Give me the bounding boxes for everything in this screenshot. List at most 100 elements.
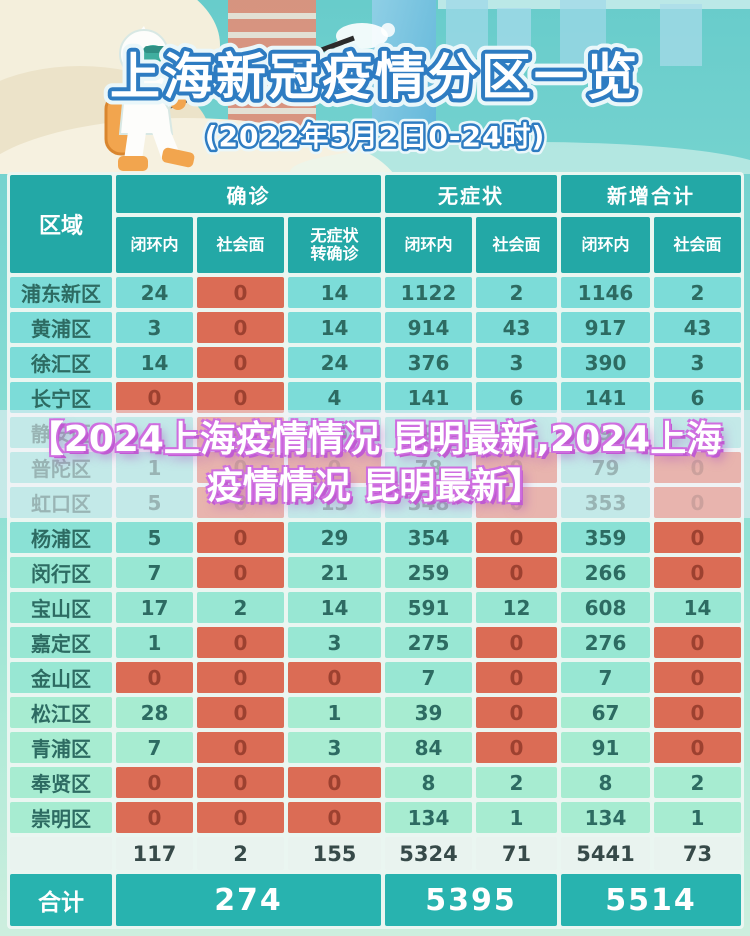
value-cell: 1122 — [385, 277, 472, 308]
value-cell: 914 — [385, 312, 472, 343]
building-silhouette — [560, 0, 606, 72]
value-cell: 376 — [385, 347, 472, 378]
value-cell: 7 — [561, 662, 650, 693]
value-cell: 3 — [654, 347, 741, 378]
value-cell: 0 — [476, 522, 557, 553]
value-cell: 141 — [561, 382, 650, 413]
value-cell: 1 — [116, 627, 193, 658]
value-cell: 0 — [654, 557, 741, 588]
value-cell: 0 — [654, 627, 741, 658]
subtotal-value-cell: 2 — [197, 837, 284, 870]
value-cell: 259 — [385, 557, 472, 588]
epidemic-table: 区域 确诊 无症状 新增合计 闭环内 社会面 无症状 转确诊 闭环内 社会面 闭环内 社会面 浦东新区… — [7, 172, 744, 929]
value-cell: 134 — [561, 802, 650, 833]
subtotal-value-cell: 5441 — [561, 837, 650, 870]
value-cell: 1 — [476, 802, 557, 833]
total-value-cell: 5395 — [385, 874, 557, 926]
value-cell: 4 — [288, 382, 381, 413]
value-cell: 359 — [561, 522, 650, 553]
value-cell: 0 — [654, 662, 741, 693]
value-cell: 0 — [476, 662, 557, 693]
subheader-cell: 社会面 — [197, 217, 284, 273]
subtotal-value-cell: 155 — [288, 837, 381, 870]
value-cell: 3 — [288, 627, 381, 658]
value-cell: 0 — [288, 767, 381, 798]
region-label-cell: 浦东新区 — [10, 277, 112, 308]
subtotal-label-cell — [10, 837, 112, 870]
region-label-cell: 松江区 — [10, 697, 112, 728]
value-cell: 14 — [288, 312, 381, 343]
page-title: 上海新冠疫情分区一览 上海新冠疫情分区一览 上海新冠疫情分区一览 — [102, 40, 645, 114]
value-cell: 0 — [476, 557, 557, 588]
subheader-cell: 闭环内 — [116, 217, 193, 273]
value-cell: 591 — [385, 592, 472, 623]
value-cell: 0 — [476, 697, 557, 728]
value-cell: 24 — [116, 277, 193, 308]
region-label-cell: 黄浦区 — [10, 312, 112, 343]
value-cell: 17 — [116, 592, 193, 623]
blue-tower-decoration — [372, 0, 436, 150]
svg-text:上海新冠疫情分区一览: 上海新冠疫情分区一览 — [110, 48, 640, 106]
value-cell: 24 — [288, 347, 381, 378]
value-cell: 6 — [654, 382, 741, 413]
subheader-cell: 社会面 — [654, 217, 741, 273]
region-label-cell: 徐汇区 — [10, 347, 112, 378]
value-cell: 608 — [561, 592, 650, 623]
value-cell: 354 — [385, 522, 472, 553]
value-cell: 390 — [561, 347, 650, 378]
subheader-cell: 社会面 — [476, 217, 557, 273]
value-cell: 275 — [385, 627, 472, 658]
svg-text:上海新冠疫情分区一览: 上海新冠疫情分区一览 — [110, 48, 640, 106]
value-cell: 39 — [385, 697, 472, 728]
region-label-cell: 闵行区 — [10, 557, 112, 588]
svg-text:(2022年5月2日0-24时): (2022年5月2日0-24时) — [205, 120, 546, 153]
value-cell: 0 — [197, 382, 284, 413]
page-subtitle: (2022年5月2日0-24时) (2022年5月2日0-24时) (2022年… — [200, 115, 550, 158]
value-cell: 917 — [561, 312, 650, 343]
value-cell: 0 — [654, 732, 741, 763]
hazmat-sprayer-icon — [104, 23, 395, 171]
watermark-text: 【2024上海疫情情况 昆明最新,2024上海疫情情况 昆明最新】 — [27, 419, 723, 507]
value-cell: 0 — [476, 732, 557, 763]
region-label-cell: 嘉定区 — [10, 627, 112, 658]
watermark-overlay: 【2024上海疫情情况 昆明最新,2024上海疫情情况 昆明最新】 — [0, 410, 750, 518]
subheader-cell: 无症状 转确诊 — [288, 217, 381, 273]
value-cell: 0 — [288, 662, 381, 693]
value-cell: 14 — [116, 347, 193, 378]
value-cell: 84 — [385, 732, 472, 763]
value-cell: 1146 — [561, 277, 650, 308]
region-header-cell: 区域 — [10, 175, 112, 273]
value-cell: 6 — [476, 382, 557, 413]
value-cell: 2 — [654, 767, 741, 798]
value-cell: 3 — [116, 312, 193, 343]
value-cell: 7 — [385, 662, 472, 693]
value-cell: 28 — [116, 697, 193, 728]
value-cell: 0 — [116, 382, 193, 413]
value-cell: 29 — [288, 522, 381, 553]
value-cell: 0 — [197, 347, 284, 378]
value-cell: 21 — [288, 557, 381, 588]
value-cell: 0 — [197, 802, 284, 833]
value-cell: 0 — [197, 732, 284, 763]
value-cell: 43 — [476, 312, 557, 343]
region-label-cell: 杨浦区 — [10, 522, 112, 553]
group-header-cell: 无症状 — [385, 175, 557, 213]
total-value-cell: 274 — [116, 874, 381, 926]
value-cell: 3 — [476, 347, 557, 378]
building-silhouette — [497, 8, 531, 56]
region-label-cell: 金山区 — [10, 662, 112, 693]
value-cell: 266 — [561, 557, 650, 588]
value-cell: 14 — [288, 277, 381, 308]
value-cell: 3 — [288, 732, 381, 763]
value-cell: 0 — [288, 802, 381, 833]
value-cell: 0 — [197, 522, 284, 553]
value-cell: 12 — [476, 592, 557, 623]
value-cell: 0 — [197, 697, 284, 728]
subheader-cell: 闭环内 — [561, 217, 650, 273]
group-header-cell: 确诊 — [116, 175, 381, 213]
total-value-cell: 5514 — [561, 874, 741, 926]
value-cell: 0 — [116, 662, 193, 693]
poster-header: 上海新冠疫情分区一览 上海新冠疫情分区一览 上海新冠疫情分区一览 (2022年5… — [0, 0, 750, 174]
value-cell: 14 — [654, 592, 741, 623]
svg-text:(2022年5月2日0-24时): (2022年5月2日0-24时) — [205, 120, 546, 153]
